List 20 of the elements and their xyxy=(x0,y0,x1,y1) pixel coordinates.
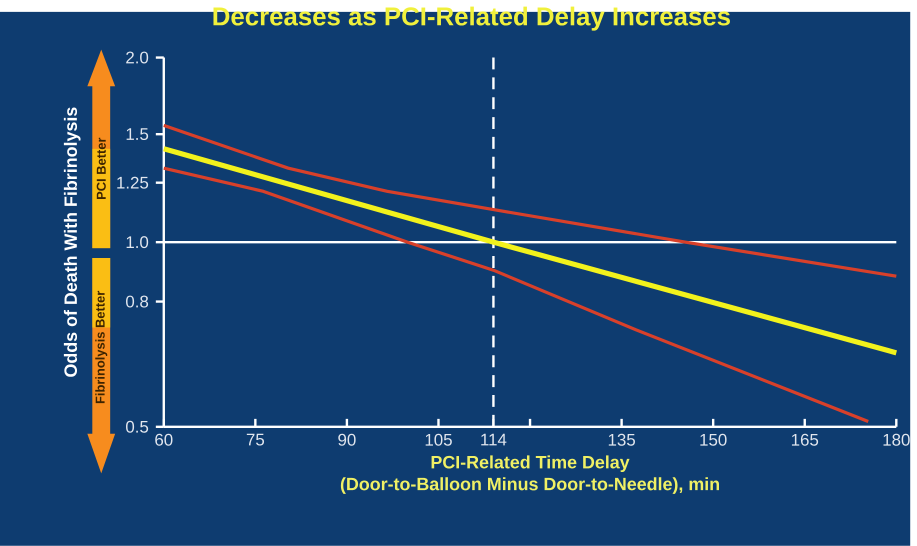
x-tick-label: 75 xyxy=(246,434,264,446)
x-tick-label: 90 xyxy=(338,434,356,446)
y-tick-label: 1.5 xyxy=(126,128,148,140)
x-axis-title: PCI-Related Time Delay (Door-to-Balloon Minus Door-to-Needle), min xyxy=(340,455,720,494)
x-tick-label: 165 xyxy=(792,434,818,446)
y-tick-label: 1.0 xyxy=(126,236,148,248)
y-tick-label: 0.8 xyxy=(126,296,148,308)
y-tick-label: 0.5 xyxy=(126,420,148,433)
x-tick-label: 135 xyxy=(608,434,635,446)
x-tick-label: 105 xyxy=(426,434,452,446)
x-tick-label: 114 xyxy=(481,434,506,446)
y-axis-title: Odds of Death With Fibrinolysis xyxy=(64,108,81,377)
y-tick-label: 1.25 xyxy=(117,176,148,189)
x-tick-label: 150 xyxy=(700,434,727,446)
y-tick-label: 2.0 xyxy=(126,52,148,64)
text: Fibrinolysis Better xyxy=(95,290,108,404)
x-tick-label: 180 xyxy=(884,434,910,446)
x-tick-label: 60 xyxy=(155,434,172,446)
chart-title: Decreases as PCI-Related Delay Increases xyxy=(213,6,730,31)
text: PCI Better xyxy=(96,138,106,200)
